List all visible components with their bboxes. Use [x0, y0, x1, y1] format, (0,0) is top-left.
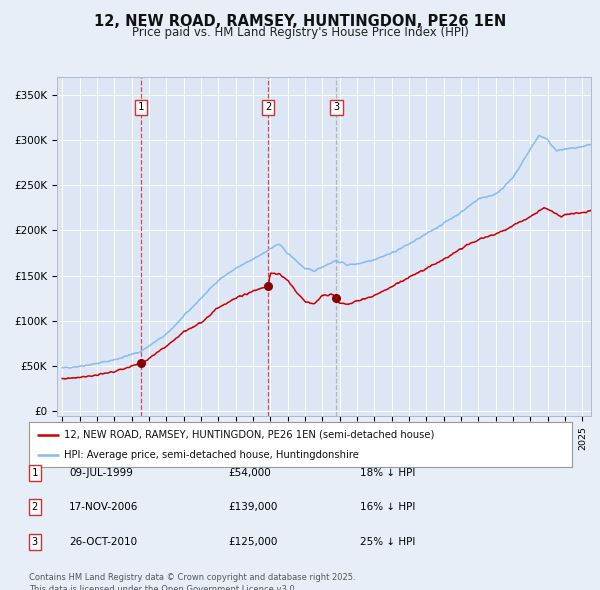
Text: HPI: Average price, semi-detached house, Huntingdonshire: HPI: Average price, semi-detached house,… — [64, 450, 359, 460]
Text: 25% ↓ HPI: 25% ↓ HPI — [360, 537, 415, 546]
Text: 1: 1 — [137, 103, 143, 113]
Text: 09-JUL-1999: 09-JUL-1999 — [69, 468, 133, 478]
Text: 2: 2 — [32, 503, 38, 512]
Text: 1: 1 — [32, 468, 38, 478]
Text: Contains HM Land Registry data © Crown copyright and database right 2025.
This d: Contains HM Land Registry data © Crown c… — [29, 573, 355, 590]
Text: 26-OCT-2010: 26-OCT-2010 — [69, 537, 137, 546]
Text: 16% ↓ HPI: 16% ↓ HPI — [360, 503, 415, 512]
Text: 12, NEW ROAD, RAMSEY, HUNTINGDON, PE26 1EN (semi-detached house): 12, NEW ROAD, RAMSEY, HUNTINGDON, PE26 1… — [64, 430, 434, 440]
Text: 12, NEW ROAD, RAMSEY, HUNTINGDON, PE26 1EN: 12, NEW ROAD, RAMSEY, HUNTINGDON, PE26 1… — [94, 14, 506, 29]
Text: £54,000: £54,000 — [228, 468, 271, 478]
Text: 3: 3 — [334, 103, 340, 113]
Text: 18% ↓ HPI: 18% ↓ HPI — [360, 468, 415, 478]
Text: Price paid vs. HM Land Registry's House Price Index (HPI): Price paid vs. HM Land Registry's House … — [131, 26, 469, 39]
Text: £125,000: £125,000 — [228, 537, 277, 546]
Text: 2: 2 — [265, 103, 271, 113]
Text: 3: 3 — [32, 537, 38, 546]
Text: £139,000: £139,000 — [228, 503, 277, 512]
Text: 17-NOV-2006: 17-NOV-2006 — [69, 503, 139, 512]
